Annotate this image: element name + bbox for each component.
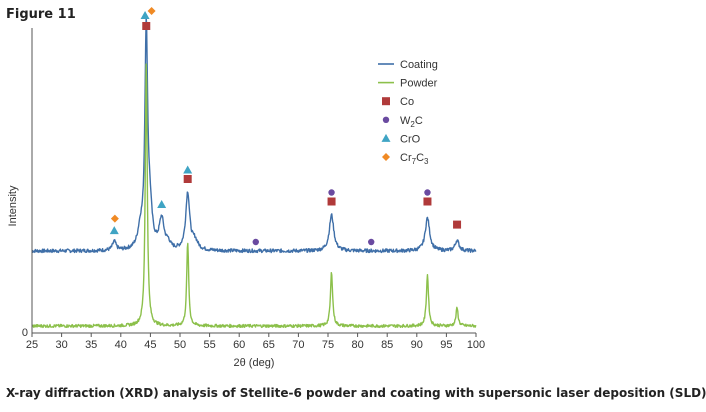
xrd-chart: 25 30 35 40 45 50 55 60 65 70 75 80 85 90 95 100 0 2θ (de… xyxy=(7,7,485,369)
x-tick-label: 50 xyxy=(174,339,186,351)
legend-label-cro: CrO xyxy=(400,133,421,145)
x-tick-label: 65 xyxy=(263,339,275,351)
series-line-coating xyxy=(31,17,477,254)
x-tick-label: 95 xyxy=(440,339,452,351)
plot-area xyxy=(31,17,477,329)
legend-label-co: Co xyxy=(400,96,414,108)
x-tick-label: 90 xyxy=(411,339,423,351)
legend-label-coating: Coating xyxy=(400,59,438,71)
x-tick-label: 40 xyxy=(115,339,127,351)
legend-swatch-cr7c3 xyxy=(382,153,390,161)
x-tick-label: 70 xyxy=(292,339,304,351)
marker-co xyxy=(183,175,192,183)
phase-markers xyxy=(109,7,462,246)
x-tick-label: 45 xyxy=(144,339,156,351)
legend: Coating Powder Co W2C CrO Cr7C3 xyxy=(378,59,438,166)
x-tick-label: 30 xyxy=(55,339,67,351)
series-line-powder xyxy=(31,63,477,329)
x-tick-label: 60 xyxy=(233,339,245,351)
marker-w2c xyxy=(424,189,431,196)
legend-label-cr7c3: Cr7C3 xyxy=(400,152,429,166)
marker-co xyxy=(327,197,336,206)
marker-w2c xyxy=(328,189,335,196)
marker-co xyxy=(142,22,151,30)
marker-cr7c3 xyxy=(110,214,119,223)
figure-label: Figure 11 xyxy=(6,7,76,22)
marker-co xyxy=(453,220,462,229)
x-tick-label: 100 xyxy=(467,339,485,351)
axes: 25 30 35 40 45 50 55 60 65 70 75 80 85 90 95 100 0 2θ (de… xyxy=(7,28,485,369)
x-tick-label: 80 xyxy=(351,339,363,351)
x-tick-label: 25 xyxy=(26,339,38,351)
legend-label-powder: Powder xyxy=(400,78,438,90)
marker-cro xyxy=(140,11,150,19)
marker-co xyxy=(423,197,432,206)
marker-cro xyxy=(157,200,167,208)
x-tick-label: 85 xyxy=(381,339,393,351)
marker-cr7c3 xyxy=(147,7,156,15)
x-tick-label: 35 xyxy=(85,339,97,351)
legend-swatch-co xyxy=(382,97,390,106)
y-tick-label: 0 xyxy=(22,327,28,339)
x-axis-label: 2θ (deg) xyxy=(234,357,275,369)
y-axis-label: Intensity xyxy=(7,185,19,226)
figure-caption: X-ray diffraction (XRD) analysis of Stel… xyxy=(6,386,706,400)
legend-label-w2c: W2C xyxy=(400,115,423,129)
marker-cro xyxy=(183,165,193,174)
x-tick-label: 75 xyxy=(322,339,334,351)
x-tick-label: 55 xyxy=(203,339,215,351)
marker-w2c xyxy=(368,238,375,246)
marker-w2c xyxy=(252,238,259,246)
legend-swatch-cro xyxy=(381,133,391,142)
legend-swatch-w2c xyxy=(382,116,390,124)
marker-cro xyxy=(109,226,119,235)
